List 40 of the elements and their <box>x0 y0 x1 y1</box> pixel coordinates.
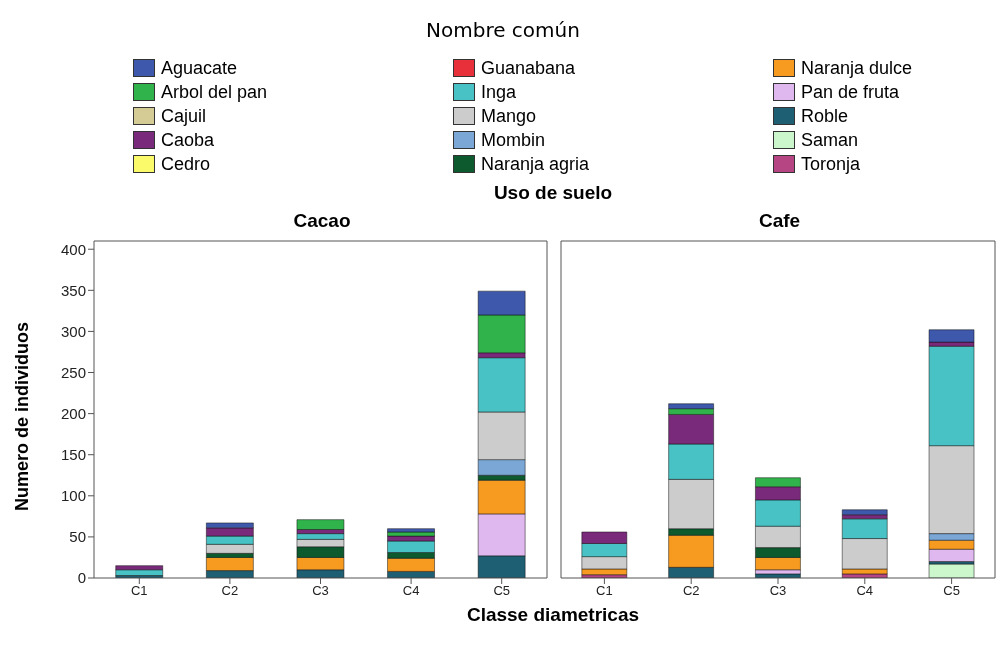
text: Uso de suelo <box>492 182 614 204</box>
x-tick-label: C4 <box>402 583 420 599</box>
legend-label: Saman <box>801 129 859 151</box>
x-tick-label: C2 <box>682 583 700 599</box>
x-tick-label: C5 <box>943 583 960 599</box>
legend-label: Aguacate <box>161 57 238 79</box>
legend-label: Naranja dulce <box>801 57 913 79</box>
x-tick-label: C3 <box>312 583 329 599</box>
legend-label: Inga <box>481 81 517 103</box>
x-tick-label: C4 <box>856 583 874 599</box>
y-tick-label: 400 <box>60 240 86 258</box>
legend-title: Nombre común <box>426 18 580 42</box>
legend-label: Guanabana <box>481 57 576 79</box>
legend-label: Cedro <box>161 153 211 175</box>
x-tick-label: C2 <box>221 583 239 599</box>
chart-title: Cacao <box>292 210 352 233</box>
y-axis-title: Numero de individuos <box>11 322 33 512</box>
y-tick-label: 200 <box>60 404 86 422</box>
x-axis-title: Classe diametricas <box>465 604 641 626</box>
x-tick-label: C1 <box>596 583 613 599</box>
x-tick-label: C1 <box>130 583 148 599</box>
legend-label: Toronja <box>801 153 861 175</box>
legend-label: Caoba <box>161 129 215 151</box>
y-tick-label: 100 <box>60 487 86 505</box>
y-tick-label: 250 <box>60 363 86 381</box>
y-tick-label: 350 <box>60 281 86 299</box>
legend-label: Mango <box>481 105 537 127</box>
x-tick-label: C3 <box>769 583 787 599</box>
legend-label: Roble <box>801 105 849 127</box>
y-tick-label: 300 <box>60 322 86 340</box>
legend-label: Mombin <box>481 129 546 151</box>
y-tick-label: 50 <box>69 528 86 546</box>
y-tick-label: 0 <box>77 569 86 587</box>
legend-label: Pan de fruta <box>801 81 900 103</box>
legend-label: Naranja agria <box>481 153 590 175</box>
x-tick-label: C5 <box>493 583 511 599</box>
y-tick-label: 150 <box>60 446 86 464</box>
chart-title: Cafe <box>757 210 802 233</box>
legend-label: Arbol del pan <box>161 81 268 103</box>
legend-label: Cajuil <box>161 105 207 127</box>
